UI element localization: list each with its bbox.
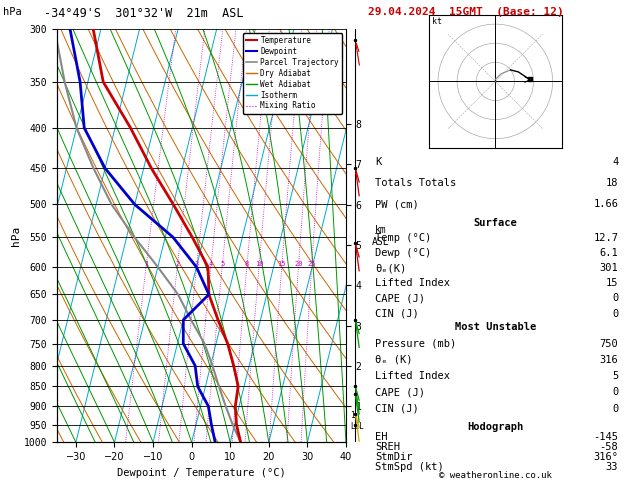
Text: kt: kt — [432, 17, 442, 26]
Legend: Temperature, Dewpoint, Parcel Trajectory, Dry Adiabat, Wet Adiabat, Isotherm, Mi: Temperature, Dewpoint, Parcel Trajectory… — [243, 33, 342, 114]
Text: EH: EH — [375, 432, 387, 442]
Text: 29.04.2024  15GMT  (Base: 12): 29.04.2024 15GMT (Base: 12) — [368, 7, 564, 17]
Text: Hodograph: Hodograph — [467, 422, 524, 432]
Text: θₑ(K): θₑ(K) — [375, 263, 406, 273]
Text: K: K — [375, 157, 381, 167]
Text: 18: 18 — [606, 178, 618, 188]
X-axis label: Dewpoint / Temperature (°C): Dewpoint / Temperature (°C) — [117, 468, 286, 478]
Text: 3: 3 — [194, 261, 199, 267]
Text: 0: 0 — [612, 387, 618, 398]
Text: 2: 2 — [175, 261, 179, 267]
Text: 301: 301 — [599, 263, 618, 273]
Text: 6.1: 6.1 — [599, 248, 618, 258]
Text: Totals Totals: Totals Totals — [375, 178, 456, 188]
Text: 33: 33 — [606, 462, 618, 472]
Text: 8: 8 — [245, 261, 249, 267]
Text: Lifted Index: Lifted Index — [375, 278, 450, 288]
Text: -34°49'S  301°32'W  21m  ASL: -34°49'S 301°32'W 21m ASL — [44, 7, 243, 20]
Text: CAPE (J): CAPE (J) — [375, 387, 425, 398]
Text: -58: -58 — [599, 442, 618, 452]
Text: CIN (J): CIN (J) — [375, 404, 419, 414]
Text: 1: 1 — [144, 261, 148, 267]
Text: Dewp (°C): Dewp (°C) — [375, 248, 431, 258]
Text: Most Unstable: Most Unstable — [455, 322, 537, 332]
Text: 20: 20 — [294, 261, 303, 267]
Text: 316: 316 — [599, 355, 618, 365]
Text: CAPE (J): CAPE (J) — [375, 294, 425, 303]
Text: 750: 750 — [599, 339, 618, 348]
Text: hPa: hPa — [3, 7, 22, 17]
Text: StmDir: StmDir — [375, 452, 413, 462]
Text: 1.66: 1.66 — [593, 199, 618, 209]
Text: 15: 15 — [277, 261, 286, 267]
Text: 0: 0 — [612, 404, 618, 414]
Text: 0: 0 — [612, 309, 618, 318]
Text: 0: 0 — [612, 294, 618, 303]
Text: Pressure (mb): Pressure (mb) — [375, 339, 456, 348]
Text: Temp (°C): Temp (°C) — [375, 233, 431, 243]
Text: -145: -145 — [593, 432, 618, 442]
Text: 15: 15 — [606, 278, 618, 288]
Text: StmSpd (kt): StmSpd (kt) — [375, 462, 443, 472]
Text: Surface: Surface — [474, 218, 518, 228]
Text: 12.7: 12.7 — [593, 233, 618, 243]
Y-axis label: km
ASL: km ASL — [372, 225, 390, 246]
Text: θₑ (K): θₑ (K) — [375, 355, 413, 365]
Text: 1
LCL: 1 LCL — [350, 411, 364, 431]
Text: SREH: SREH — [375, 442, 400, 452]
Text: 25: 25 — [308, 261, 316, 267]
Text: 5: 5 — [612, 371, 618, 381]
Text: PW (cm): PW (cm) — [375, 199, 419, 209]
Text: 316°: 316° — [593, 452, 618, 462]
Text: 4: 4 — [612, 157, 618, 167]
Text: 5: 5 — [220, 261, 225, 267]
Y-axis label: hPa: hPa — [11, 226, 21, 246]
Text: 4: 4 — [209, 261, 213, 267]
Text: Lifted Index: Lifted Index — [375, 371, 450, 381]
Text: 10: 10 — [255, 261, 264, 267]
Text: CIN (J): CIN (J) — [375, 309, 419, 318]
Text: © weatheronline.co.uk: © weatheronline.co.uk — [439, 471, 552, 480]
